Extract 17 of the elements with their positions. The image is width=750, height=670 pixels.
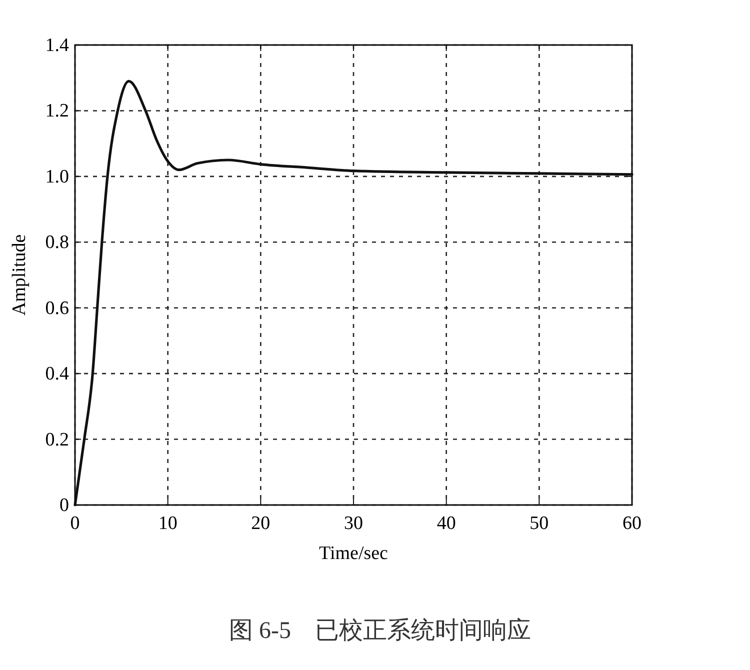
x-tick-label: 10	[158, 513, 178, 534]
x-axis-title: Time/sec	[319, 543, 388, 564]
y-tick-label: 1.2	[45, 100, 69, 122]
x-tick-label: 20	[251, 513, 270, 534]
y-tick-label: 1.4	[45, 35, 70, 56]
x-tick-label: 60	[622, 513, 642, 534]
y-tick-label: 0	[60, 495, 69, 516]
y-tick-label: 0.8	[45, 232, 69, 254]
x-tick-label: 30	[344, 513, 363, 534]
x-tick-label: 50	[530, 513, 549, 534]
y-tick-label: 0.4	[45, 364, 70, 385]
x-tick-label: 40	[436, 513, 456, 534]
caption: 图 6-5 已校正系统时间响应	[229, 617, 531, 644]
y-tick-label: 1.0	[45, 166, 69, 188]
y-tick-label: 0.2	[45, 429, 69, 450]
y-tick-label: 0.6	[45, 298, 69, 319]
y-axis-title: Amplitude	[9, 234, 30, 316]
